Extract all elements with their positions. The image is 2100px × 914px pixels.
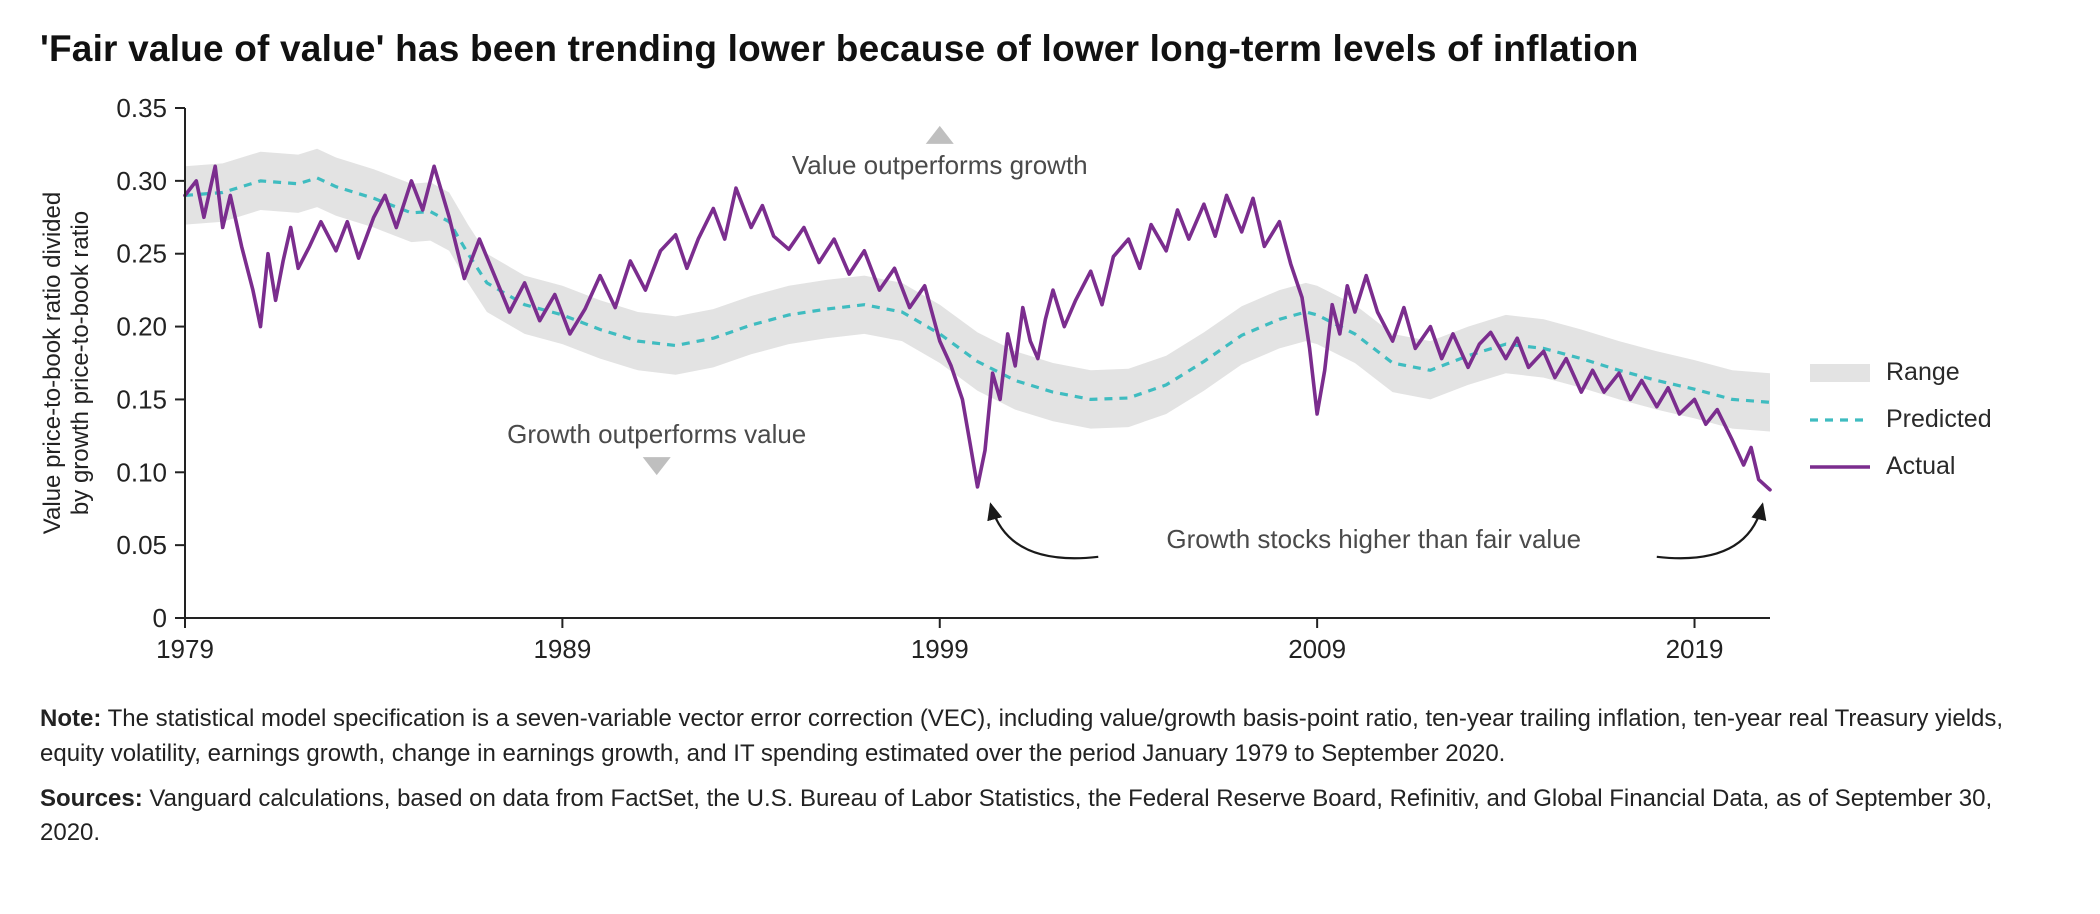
legend-item-range: Range [1810,358,1992,387]
annotation-top: Value outperforms growth [792,150,1088,180]
annotation-callout: Growth stocks higher than fair value [1166,524,1581,554]
legend: Range Predicted Actual [1810,358,1992,499]
callout-arrow-left [991,504,1099,558]
triangle-down-icon [643,457,671,475]
sources-text: Vanguard calculations, based on data fro… [40,785,1992,847]
legend-label-range: Range [1886,358,1960,387]
y-tick-label: 0.35 [116,93,167,123]
triangle-up-icon [926,126,954,144]
callout-arrow-right [1657,504,1763,558]
y-tick-label: 0.15 [116,384,167,414]
x-tick-label: 1999 [911,634,969,664]
y-tick-label: 0.20 [116,312,167,342]
x-tick-label: 1989 [533,634,591,664]
y-tick-label: 0.10 [116,457,167,487]
note-line: Note: The statistical model specificatio… [40,702,2040,772]
chart-title: 'Fair value of value' has been trending … [40,28,2060,70]
y-tick-label: 0.30 [116,166,167,196]
svg-text:by growth price-to-book ratio: by growth price-to-book ratio [67,211,94,515]
y-tick-label: 0 [153,603,167,633]
y-tick-label: 0.25 [116,239,167,269]
y-tick-label: 0.05 [116,530,167,560]
legend-swatch-range [1810,362,1870,384]
svg-text:Value price-to-book ratio divi: Value price-to-book ratio divided [40,192,66,534]
footer: Note: The statistical model specificatio… [40,702,2040,851]
y-axis-label: Value price-to-book ratio dividedby grow… [40,192,94,534]
chart: 0 0.05 0.10 0.15 0.20 0.25 0.30 0.35 1979 1989 199… [40,88,1780,678]
sources-lead: Sources: [40,785,143,812]
note-lead: Note: [40,705,101,732]
x-tick-label: 2019 [1666,634,1724,664]
legend-label-actual: Actual [1886,452,1955,481]
legend-label-predicted: Predicted [1886,405,1992,434]
legend-item-actual: Actual [1810,452,1992,481]
chart-svg: 0 0.05 0.10 0.15 0.20 0.25 0.30 0.35 1979 1989 199… [40,88,1780,678]
sources-line: Sources: Vanguard calculations, based on… [40,782,2040,852]
legend-swatch-actual [1810,456,1870,478]
chart-row: 0 0.05 0.10 0.15 0.20 0.25 0.30 0.35 1979 1989 199… [40,88,2060,678]
x-tick-label: 1979 [156,634,214,664]
legend-item-predicted: Predicted [1810,405,1992,434]
range-band [185,149,1770,432]
annotation-bottom: Growth outperforms value [507,419,806,449]
note-text: The statistical model specification is a… [40,705,2003,767]
figure-container: 'Fair value of value' has been trending … [0,0,2100,914]
x-tick-label: 2009 [1288,634,1346,664]
legend-swatch-predicted [1810,409,1870,431]
